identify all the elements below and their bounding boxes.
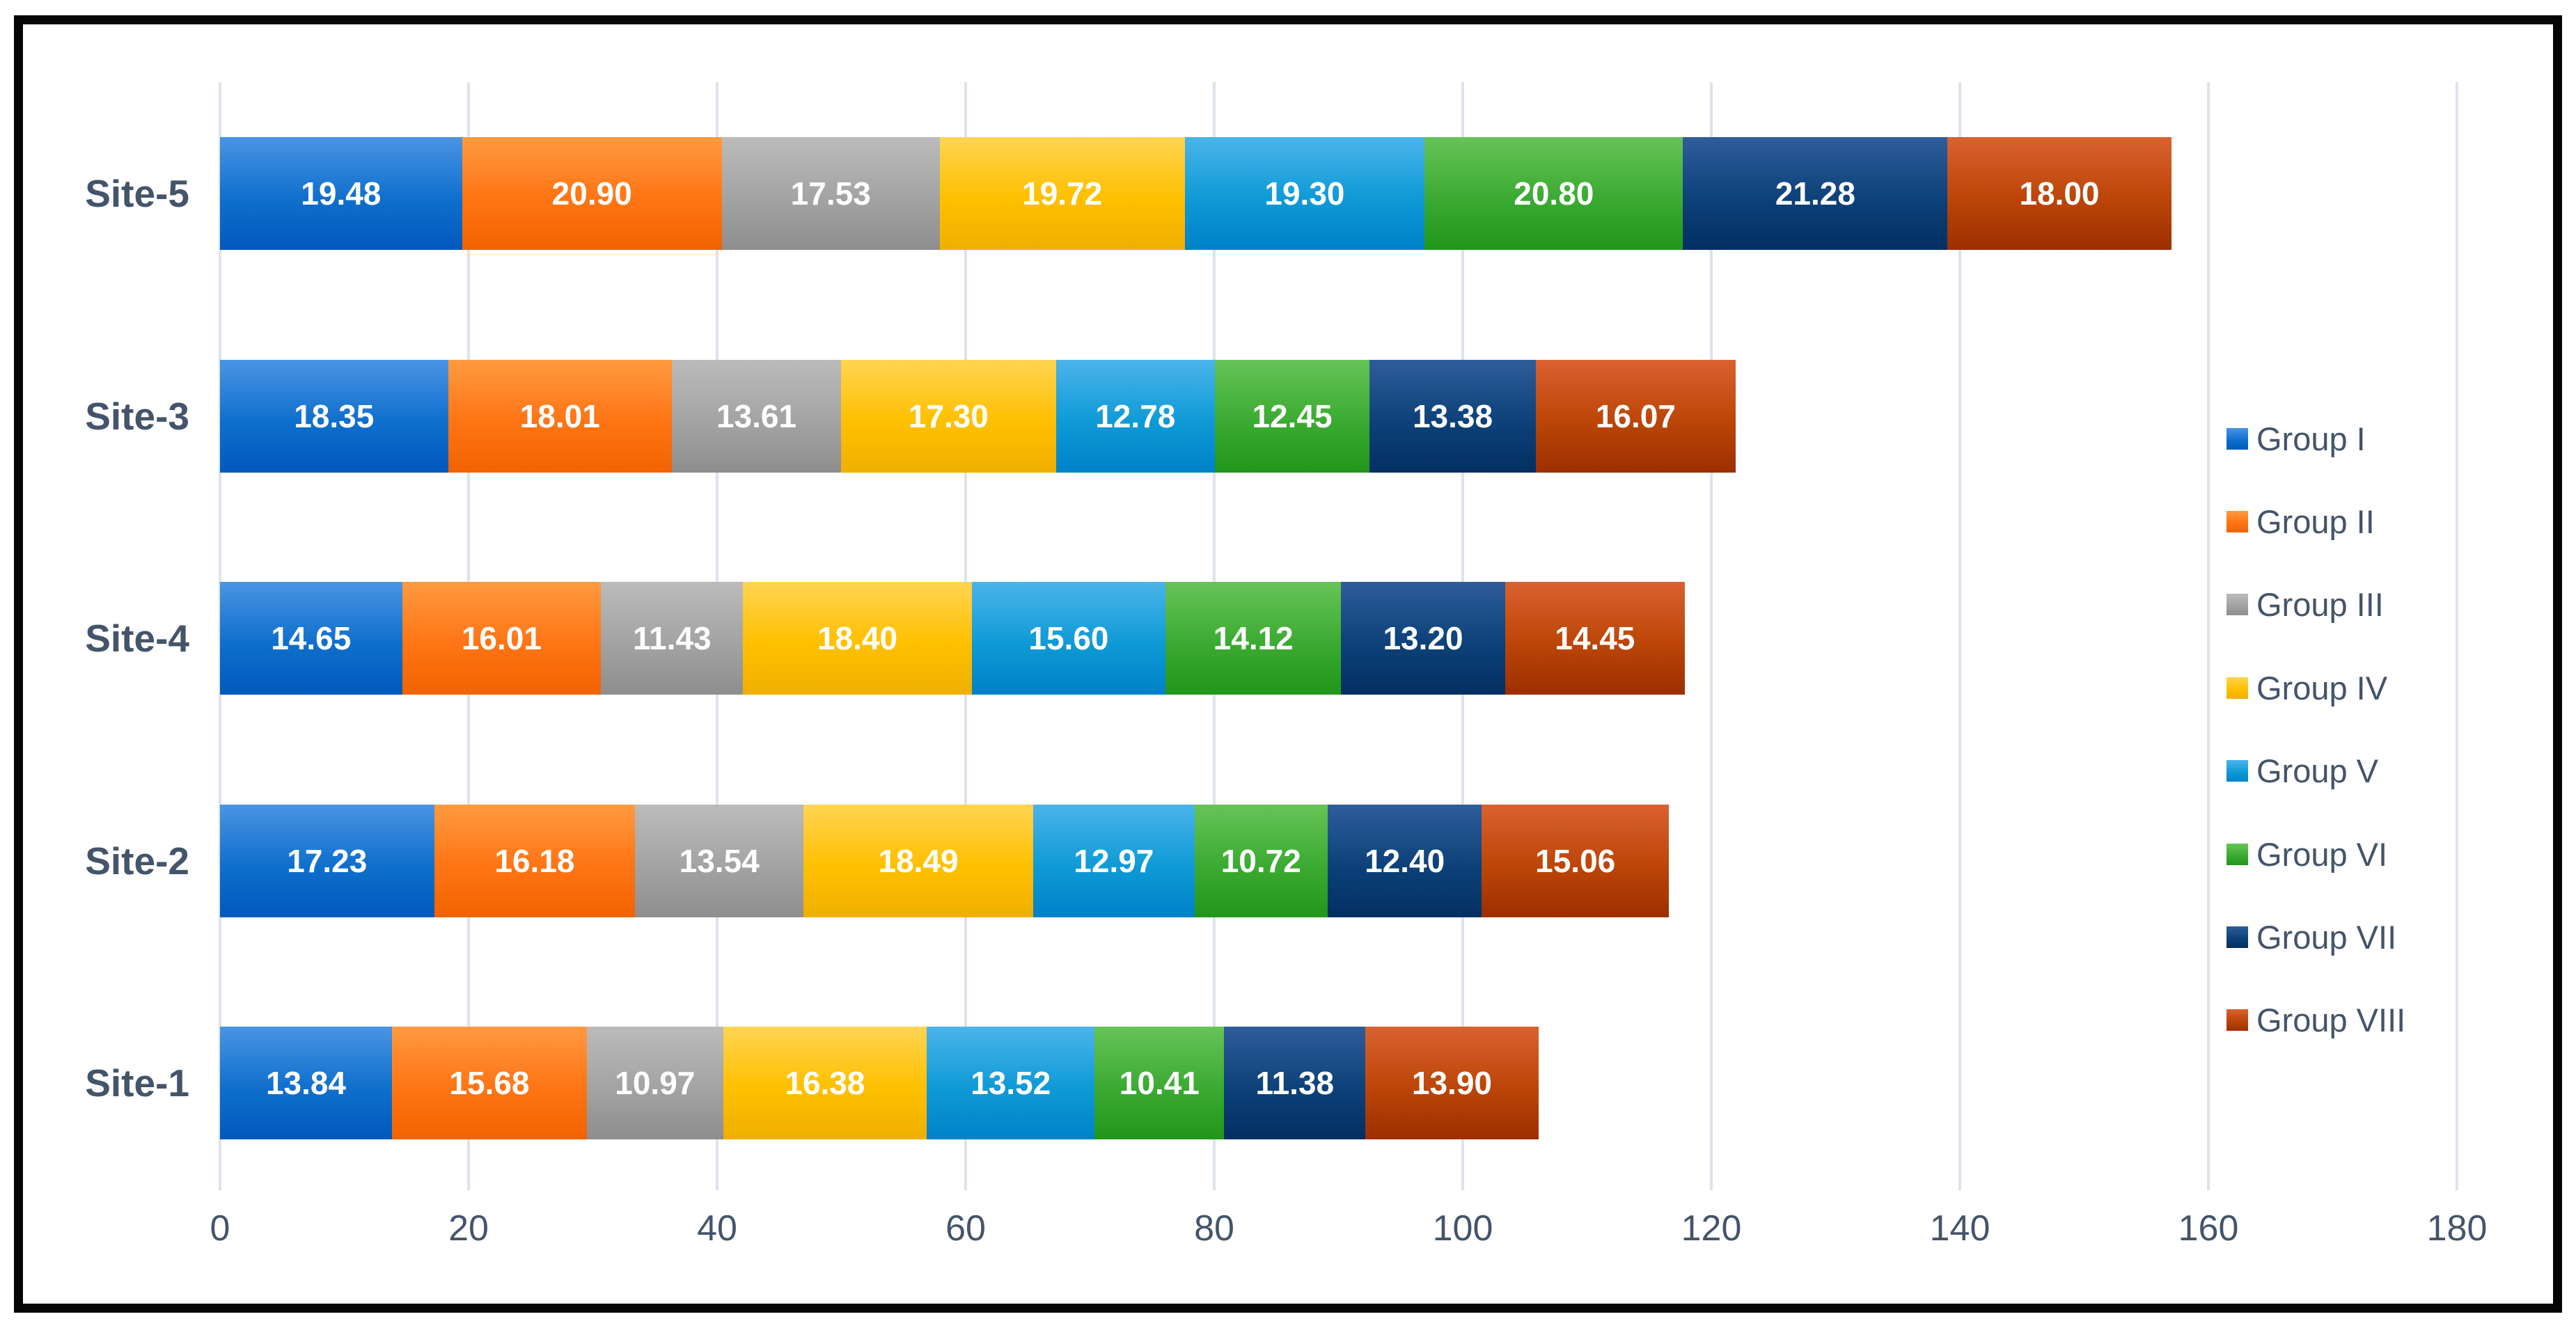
x-tick-label-60: 60: [945, 1208, 986, 1249]
x-tick-label-100: 100: [1432, 1208, 1493, 1249]
legend-label: Group V: [2256, 752, 2379, 790]
bar-segment-site-5-group-v[interactable]: 19.30: [1184, 137, 1425, 250]
bar-segment-site-2-group-vi[interactable]: 10.72: [1194, 805, 1328, 917]
bar-segment-site-2-group-vii[interactable]: 12.40: [1327, 805, 1482, 917]
x-gridline-180: [2456, 82, 2458, 1190]
legend-swatch-icon: [2226, 594, 2248, 616]
bar-segment-site-3-group-v[interactable]: 12.78: [1055, 360, 1215, 473]
category-label-site-2: Site-2: [85, 839, 189, 883]
x-tick-label-20: 20: [448, 1208, 489, 1249]
x-tick-label-160: 160: [2178, 1208, 2239, 1249]
x-tick-label-40: 40: [697, 1208, 737, 1249]
x-tick-label-80: 80: [1194, 1208, 1234, 1249]
bar-segment-site-3-group-i[interactable]: 18.35: [220, 360, 448, 473]
bar-segment-site-5-group-i[interactable]: 19.48: [220, 137, 462, 250]
bar-segment-site-4-group-iii[interactable]: 11.43: [601, 582, 744, 695]
legend-item-group-vii[interactable]: Group VII: [2226, 916, 2396, 958]
legend-label: Group VI: [2256, 835, 2388, 873]
bar-segment-site-3-group-vi[interactable]: 12.45: [1214, 360, 1370, 473]
legend-swatch-icon: [2226, 427, 2248, 450]
bar-segment-site-2-group-i[interactable]: 17.23: [220, 805, 434, 917]
legend-label: Group II: [2256, 503, 2375, 540]
bar-segment-site-3-group-iii[interactable]: 13.61: [672, 360, 841, 473]
legend-label: Group I: [2256, 420, 2366, 457]
bar-segment-site-3-group-vii[interactable]: 13.38: [1369, 360, 1536, 473]
legend-item-group-v[interactable]: Group V: [2226, 750, 2378, 792]
x-tick-label-140: 140: [1929, 1208, 1990, 1249]
bar-segment-site-2-group-viii[interactable]: 15.06: [1482, 805, 1670, 917]
category-label-site-1: Site-1: [85, 1061, 189, 1105]
legend-label: Group III: [2256, 586, 2384, 624]
plot-area: 0 20 40 60 80 100 120 140 160 180 Site-5 19.48 20.90…: [85, 82, 2488, 1249]
category-label-site-4: Site-4: [85, 617, 189, 660]
legend-swatch-icon: [2226, 1009, 2248, 1031]
legend-item-group-iv[interactable]: Group IV: [2226, 667, 2387, 709]
bar-segment-site-2-group-iv[interactable]: 18.49: [803, 805, 1034, 917]
bar-segment-site-5-group-viii[interactable]: 18.00: [1947, 137, 2171, 250]
x-gridline-160: [2207, 82, 2210, 1190]
x-gridline-120: [1710, 82, 1713, 1190]
bar-segment-site-4-group-vi[interactable]: 14.12: [1165, 582, 1342, 695]
bar-segment-site-2-group-ii[interactable]: 16.18: [434, 805, 636, 917]
x-tick-label-120: 120: [1681, 1208, 1742, 1249]
bar-segment-site-1-group-iv[interactable]: 16.38: [723, 1027, 927, 1139]
legend-swatch-icon: [2226, 677, 2248, 699]
category-label-site-3: Site-3: [85, 395, 189, 438]
bar-segment-site-1-group-viii[interactable]: 13.90: [1365, 1027, 1539, 1139]
bar-segment-site-2-group-iii[interactable]: 13.54: [635, 805, 804, 917]
legend-label: Group VII: [2256, 918, 2397, 956]
x-gridline-140: [1958, 82, 1961, 1190]
bar-segment-site-1-group-i[interactable]: 13.84: [220, 1027, 393, 1139]
bar-segment-site-5-group-iii[interactable]: 17.53: [721, 137, 940, 250]
x-tick-label-180: 180: [2426, 1208, 2488, 1249]
legend-item-group-ii[interactable]: Group II: [2226, 500, 2375, 542]
bar-segment-site-2-group-v[interactable]: 12.97: [1033, 805, 1195, 917]
bar-segment-site-3-group-ii[interactable]: 18.01: [448, 360, 673, 473]
legend-item-group-viii[interactable]: Group VIII: [2226, 999, 2405, 1041]
bar-segment-site-4-group-iv[interactable]: 18.40: [743, 582, 972, 695]
bar-segment-site-4-group-viii[interactable]: 14.45: [1505, 582, 1685, 695]
legend-item-group-vi[interactable]: Group VI: [2226, 833, 2387, 875]
bar-segment-site-3-group-iv[interactable]: 17.30: [840, 360, 1056, 473]
bar-segment-site-1-group-vi[interactable]: 10.41: [1094, 1027, 1225, 1139]
legend-swatch-icon: [2226, 843, 2248, 865]
bar-segment-site-4-group-v[interactable]: 15.60: [971, 582, 1166, 695]
category-label-site-5: Site-5: [85, 172, 189, 215]
bar-segment-site-1-group-v[interactable]: 13.52: [927, 1027, 1095, 1139]
bar-segment-site-1-group-iii[interactable]: 10.97: [586, 1027, 723, 1139]
bar-segment-site-5-group-ii[interactable]: 20.90: [462, 137, 722, 250]
bar-segment-site-1-group-vii[interactable]: 11.38: [1224, 1027, 1366, 1139]
legend-swatch-icon: [2226, 926, 2248, 948]
legend-item-group-i[interactable]: Group I: [2226, 418, 2366, 459]
bar-segment-site-5-group-vi[interactable]: 20.80: [1424, 137, 1683, 250]
bar-segment-site-4-group-i[interactable]: 14.65: [220, 582, 402, 695]
chart-frame-border: 0 20 40 60 80 100 120 140 160 180 Site-5 19.48 20.90…: [14, 15, 2562, 1313]
legend-swatch-icon: [2226, 510, 2248, 532]
legend-label: Group IV: [2256, 669, 2388, 706]
legend-label: Group VIII: [2256, 1002, 2406, 1039]
bar-segment-site-3-group-viii[interactable]: 16.07: [1535, 360, 1736, 473]
bar-segment-site-4-group-vii[interactable]: 13.20: [1341, 582, 1505, 695]
bar-segment-site-1-group-ii[interactable]: 15.68: [392, 1027, 587, 1139]
legend-item-group-iii[interactable]: Group III: [2226, 584, 2384, 626]
x-tick-label-0: 0: [210, 1208, 230, 1249]
bar-segment-site-4-group-ii[interactable]: 16.01: [402, 582, 602, 695]
bar-segment-site-5-group-iv[interactable]: 19.72: [939, 137, 1185, 250]
legend-swatch-icon: [2226, 760, 2248, 782]
bar-segment-site-5-group-vii[interactable]: 21.28: [1683, 137, 1948, 250]
